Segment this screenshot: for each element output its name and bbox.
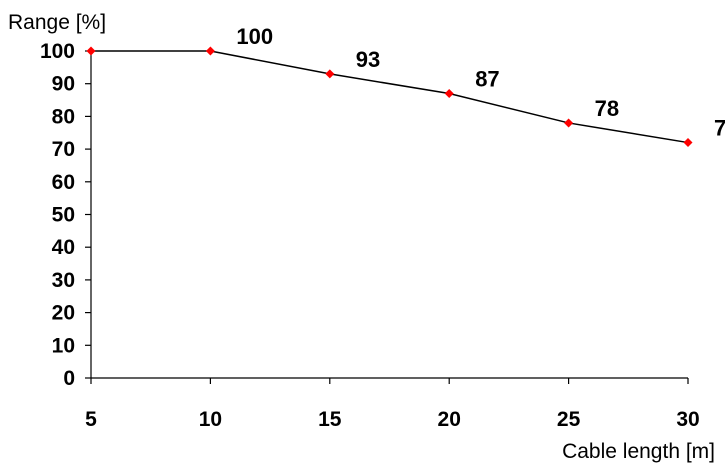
y-tick-label: 80 <box>52 105 75 128</box>
y-tick-label: 30 <box>52 269 75 292</box>
x-tick-label: 30 <box>676 408 699 431</box>
x-tick-label: 5 <box>85 408 97 431</box>
data-label: 78 <box>595 96 619 121</box>
y-tick-label: 60 <box>52 171 75 194</box>
y-tick-label: 10 <box>52 334 75 357</box>
data-point <box>444 89 454 99</box>
y-tick-label: 20 <box>52 302 75 325</box>
x-tick-label: 20 <box>438 408 461 431</box>
data-markers <box>86 46 693 148</box>
y-tick-label: 100 <box>40 40 75 63</box>
x-axis-label: Cable length [m] <box>562 440 715 463</box>
data-labels: 100 93 87 78 72 <box>236 24 725 141</box>
y-tick-label: 70 <box>52 138 75 161</box>
data-label: 93 <box>356 47 380 72</box>
y-tick-label: 50 <box>52 204 75 227</box>
series-line-path <box>91 50 689 144</box>
data-point <box>325 69 335 79</box>
series-line <box>91 50 689 144</box>
y-axis-label: Range [%] <box>8 11 106 34</box>
data-label: 87 <box>475 67 499 92</box>
y-tick-label: 0 <box>63 367 75 390</box>
data-label: 100 <box>236 24 273 49</box>
data-point <box>86 46 96 56</box>
x-tick-label: 10 <box>199 408 222 431</box>
y-tick-label: 40 <box>52 236 75 259</box>
y-tick-label: 90 <box>52 73 75 96</box>
data-point <box>564 118 574 128</box>
data-point <box>683 138 693 148</box>
x-ticks: 5 10 15 20 25 30 <box>85 378 700 431</box>
data-label: 72 <box>714 116 725 141</box>
data-point <box>205 46 215 56</box>
y-ticks: 0 10 20 30 40 50 60 70 80 90 100 <box>40 40 91 390</box>
x-tick-label: 15 <box>318 408 342 431</box>
x-tick-label: 25 <box>557 408 581 431</box>
